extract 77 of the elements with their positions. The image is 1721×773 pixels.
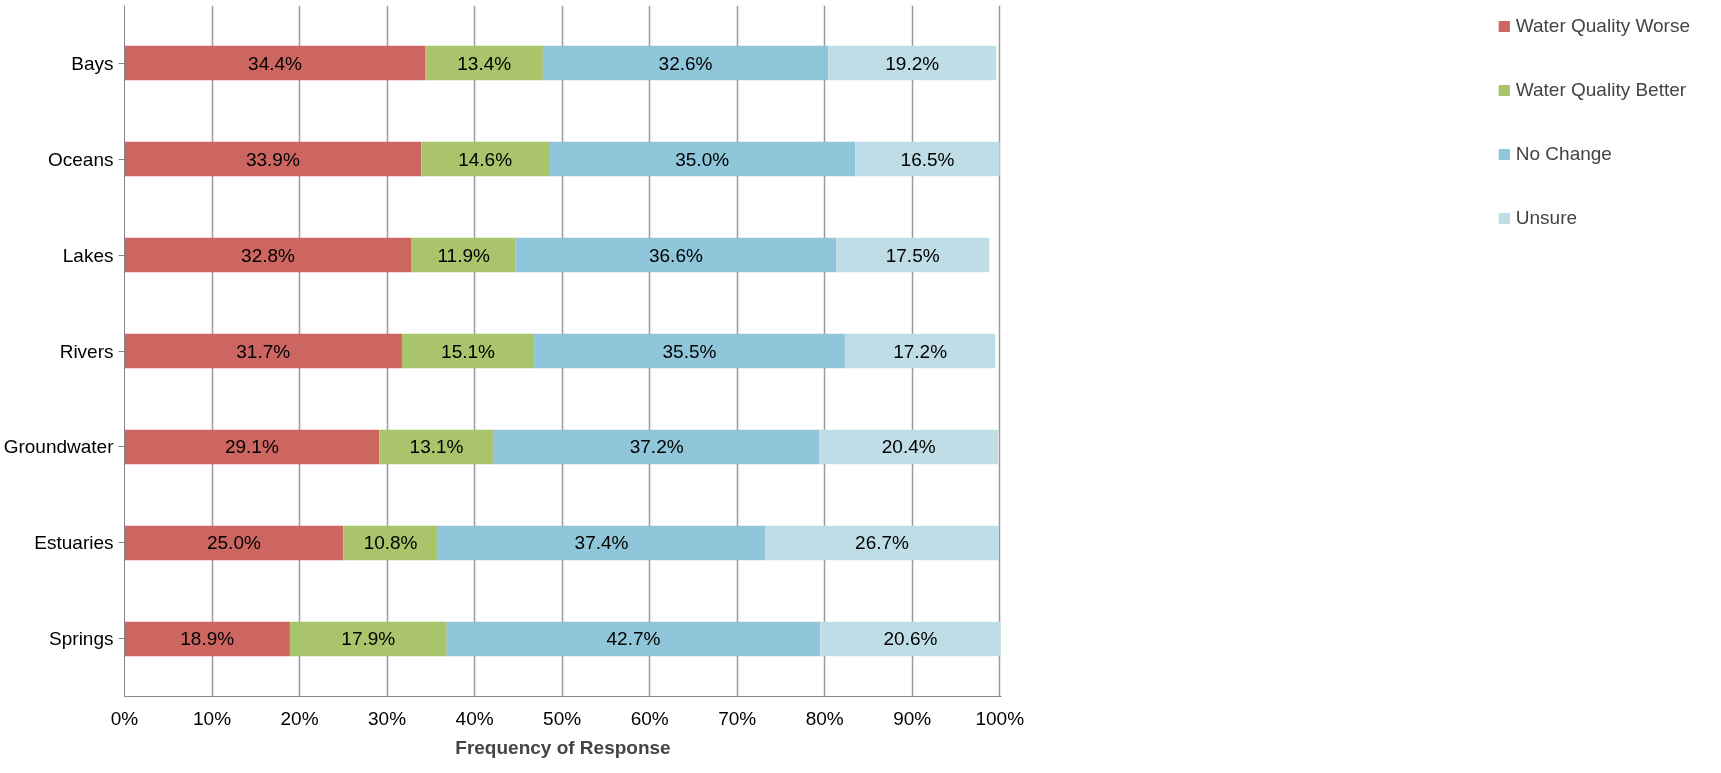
data-label: 17.9% — [341, 628, 396, 650]
data-label: 35.5% — [662, 340, 717, 362]
y-tick-label: Groundwater — [3, 436, 115, 458]
data-label: 20.4% — [881, 436, 936, 458]
data-label: 32.8% — [241, 244, 296, 266]
x-tick-label: 0% — [110, 707, 139, 729]
data-label: 18.9% — [180, 628, 235, 650]
x-tick-label: 100% — [975, 707, 1025, 729]
data-label: 14.6% — [458, 148, 513, 170]
y-tick-label: Springs — [49, 628, 114, 650]
x-tick-label: 20% — [280, 707, 319, 729]
bar — [437, 525, 766, 561]
bar — [542, 45, 829, 81]
data-label: 33.9% — [245, 148, 300, 170]
x-tick-label: 30% — [368, 707, 407, 729]
bar — [844, 333, 996, 369]
y-tick-label: Bays — [71, 52, 114, 74]
data-label: 25.0% — [206, 532, 261, 554]
bar — [836, 237, 990, 273]
data-label: 13.4% — [457, 52, 512, 74]
data-label: 15.1% — [441, 340, 496, 362]
bar — [124, 525, 344, 561]
data-label: 37.2% — [629, 436, 684, 458]
data-label: 17.2% — [893, 340, 948, 362]
y-tick-label: Lakes — [62, 244, 114, 266]
bar — [421, 141, 549, 177]
y-tick-label: Estuaries — [34, 532, 114, 554]
data-label: 34.4% — [248, 52, 303, 74]
bar — [401, 333, 535, 369]
data-label: 10.8% — [363, 532, 418, 554]
data-label: 26.7% — [855, 532, 910, 554]
data-label: 31.7% — [236, 340, 291, 362]
x-tick-label: 40% — [455, 707, 494, 729]
bar — [289, 621, 447, 657]
bar — [379, 429, 494, 465]
bar — [828, 45, 997, 81]
x-tick-label: 70% — [718, 707, 757, 729]
bar — [124, 141, 422, 177]
bar — [765, 525, 999, 561]
data-label: 29.1% — [224, 436, 279, 458]
bar — [534, 333, 845, 369]
bar — [515, 237, 837, 273]
legend-label: Unsure — [1515, 207, 1578, 229]
bar — [549, 141, 856, 177]
bar — [124, 621, 290, 657]
bar — [124, 45, 426, 81]
legend-label: No Change — [1515, 143, 1612, 165]
bar — [124, 333, 402, 369]
data-label: 13.1% — [409, 436, 464, 458]
bar — [493, 429, 820, 465]
bar — [820, 621, 1001, 657]
data-label: 36.6% — [648, 244, 703, 266]
bar — [124, 237, 412, 273]
x-tick-label: 90% — [893, 707, 932, 729]
legend-label: Water Quality Worse — [1515, 15, 1690, 37]
bar — [446, 621, 821, 657]
data-label: 19.2% — [885, 52, 940, 74]
y-tick-label: Oceans — [48, 148, 114, 170]
data-label: 17.5% — [885, 244, 940, 266]
x-tick-label: 50% — [543, 707, 582, 729]
x-axis-title: Frequency of Response — [455, 736, 671, 758]
x-tick-label: 10% — [193, 707, 232, 729]
bar — [819, 429, 998, 465]
y-tick-label: Rivers — [59, 340, 114, 362]
data-label: 16.5% — [900, 148, 955, 170]
data-label: 32.6% — [658, 52, 713, 74]
legend-label: Water Quality Better — [1515, 79, 1687, 101]
x-tick-label: 60% — [630, 707, 669, 729]
data-label: 42.7% — [606, 628, 661, 650]
x-tick-label: 80% — [805, 707, 844, 729]
data-label: 37.4% — [574, 532, 629, 554]
data-label: 20.6% — [883, 628, 938, 650]
data-label: 11.9% — [437, 244, 490, 266]
bar — [124, 429, 380, 465]
bar — [425, 45, 543, 81]
bar — [855, 141, 1000, 177]
data-label: 35.0% — [675, 148, 730, 170]
